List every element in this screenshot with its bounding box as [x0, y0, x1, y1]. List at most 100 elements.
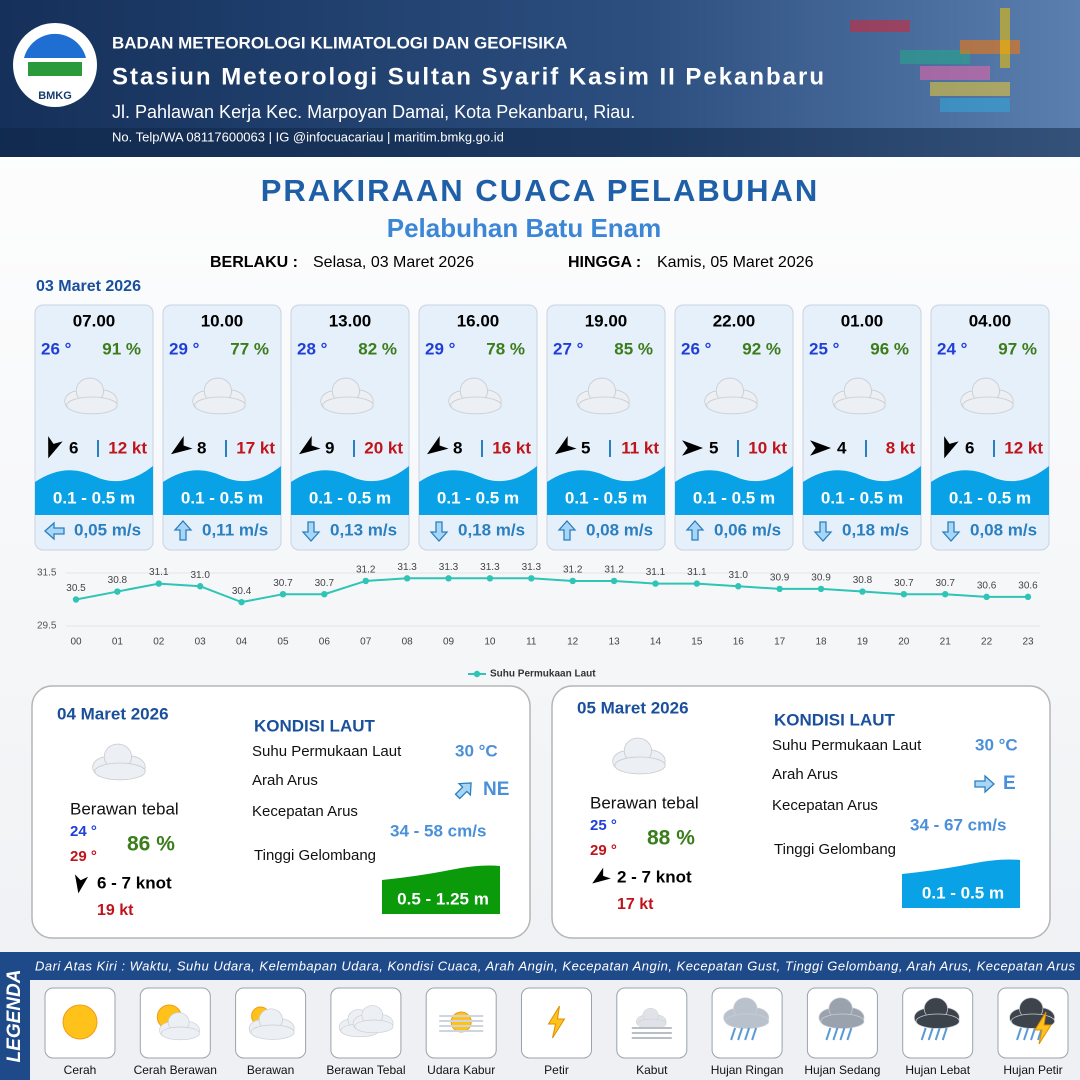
- data-point: [238, 598, 245, 606]
- current-arrow: [44, 521, 65, 541]
- cloud-icon: [576, 377, 630, 415]
- card-temp: 24 °: [937, 339, 968, 358]
- data-point: [1024, 593, 1032, 601]
- data-label: 31.0: [190, 570, 210, 581]
- rain-icon: [934, 1027, 941, 1041]
- card-humidity: 78 %: [486, 339, 525, 358]
- card-current: 0,06 m/s: [714, 520, 781, 539]
- rain-icon: [839, 1027, 846, 1041]
- cloud-icon: [159, 1012, 200, 1041]
- wave-label: Tinggi Gelombang: [254, 847, 376, 864]
- current-dir-label: Arah Arus: [772, 766, 838, 783]
- rain-icon: [832, 1027, 839, 1041]
- cloud-part: [66, 396, 118, 415]
- cloud-part: [706, 396, 758, 415]
- data-point: [817, 585, 825, 593]
- header-decoration: [850, 20, 910, 32]
- wind-arrow: [682, 440, 704, 456]
- cloud-icon: [960, 377, 1014, 415]
- current-speed: 34 - 67 cm/s: [910, 815, 1006, 834]
- cloud-icon: [192, 377, 246, 415]
- x-tick-label: 16: [733, 637, 745, 648]
- rain-icon: [920, 1027, 927, 1041]
- data-label: 30.6: [1018, 580, 1038, 591]
- data-point: [859, 588, 866, 595]
- data-label: 30.7: [315, 578, 335, 589]
- day-date: 04 Maret 2026: [57, 704, 169, 723]
- cloud-icon: [635, 1007, 667, 1029]
- cloud-icon: [320, 377, 374, 415]
- card-gust: 17 kt: [236, 438, 275, 457]
- wave-band: [803, 466, 921, 515]
- card-gust: 20 kt: [364, 438, 403, 457]
- legend-description: Dari Atas Kiri : Waktu, Suhu Udara, Kele…: [35, 958, 1076, 973]
- card-wave: 0.1 - 0.5 m: [53, 488, 135, 507]
- legend-item: Berawan Tebal: [326, 1063, 405, 1077]
- wind-arrow: [944, 436, 959, 459]
- legend-marker: [473, 670, 481, 678]
- cloud-part: [578, 396, 630, 415]
- lightning-icon: [1034, 1011, 1052, 1045]
- day-tmax: 29 °: [590, 842, 617, 859]
- wind-arrow: [48, 436, 63, 459]
- card-humidity: 92 %: [742, 339, 781, 358]
- x-tick-label: 15: [691, 637, 703, 648]
- data-point: [900, 591, 908, 598]
- valid-to: Kamis, 05 Maret 2026: [657, 254, 814, 271]
- card-wave: 0.1 - 0.5 m: [309, 488, 391, 507]
- x-tick-label: 08: [402, 637, 414, 648]
- card-gust: 11 kt: [621, 438, 659, 457]
- card-current: 0,13 m/s: [330, 520, 397, 539]
- card-time: 16.00: [457, 311, 500, 330]
- valid-from: Selasa, 03 Maret 2026: [313, 254, 474, 271]
- wave-label: Tinggi Gelombang: [774, 841, 896, 858]
- header-decoration: [900, 50, 970, 64]
- wind-arrow: [426, 436, 449, 455]
- day-weather: Berawan tebal: [70, 799, 179, 818]
- data-point: [321, 591, 328, 598]
- cloud-part: [820, 1013, 865, 1029]
- data-point: [983, 593, 990, 601]
- x-tick-label: 22: [981, 637, 993, 648]
- current-arrow: [685, 520, 705, 541]
- data-label: 30.8: [853, 575, 873, 586]
- lightning-icon: [547, 1005, 566, 1039]
- wind-arrow: [592, 867, 611, 884]
- rain-icon: [744, 1027, 751, 1041]
- current-speed-label: Kecepatan Arus: [252, 803, 358, 820]
- cloud-part: [614, 756, 666, 775]
- day-gust: 17 kt: [617, 896, 654, 913]
- cloud-part: [250, 1024, 295, 1040]
- card-time: 10.00: [201, 311, 244, 330]
- card-gust: 12 kt: [1004, 438, 1043, 457]
- sst-label: Suhu Permukaan Laut: [252, 743, 402, 760]
- current-speed: 34 - 58 cm/s: [390, 821, 486, 840]
- card-wind: 8: [453, 438, 462, 457]
- rain-icon: [737, 1027, 744, 1041]
- legend-item: Hujan Lebat: [905, 1063, 970, 1077]
- card-wave: 0.1 - 0.5 m: [565, 488, 647, 507]
- legend-item: Petir: [544, 1063, 569, 1077]
- card-humidity: 97 %: [998, 339, 1037, 358]
- card-humidity: 85 %: [614, 339, 653, 358]
- header-contact: No. Telp/WA 08117600063 | IG @infocuacar…: [112, 129, 504, 144]
- wave-band: [902, 859, 1020, 908]
- data-label: 31.3: [480, 562, 500, 573]
- card-humidity: 77 %: [230, 339, 269, 358]
- legend-label: Suhu Permukaan Laut: [490, 669, 596, 680]
- legend-item: Hujan Ringan: [711, 1063, 784, 1077]
- data-label: 31.1: [646, 567, 666, 578]
- header-decoration: [1000, 8, 1010, 68]
- current-arrow: [429, 521, 449, 542]
- card-wind: 6: [69, 438, 78, 457]
- card-temp: 29 °: [425, 339, 456, 358]
- x-tick-label: 06: [319, 637, 331, 648]
- x-tick-label: 02: [153, 637, 165, 648]
- x-tick-label: 01: [112, 637, 124, 648]
- wave-band: [547, 466, 665, 515]
- data-label: 30.9: [770, 573, 790, 584]
- card-temp: 25 °: [809, 339, 840, 358]
- header-address: Jl. Pahlawan Kerja Kec. Marpoyan Damai, …: [112, 102, 635, 122]
- day-panel: [31, 685, 531, 939]
- legend-title: LEGENDA: [4, 970, 25, 1063]
